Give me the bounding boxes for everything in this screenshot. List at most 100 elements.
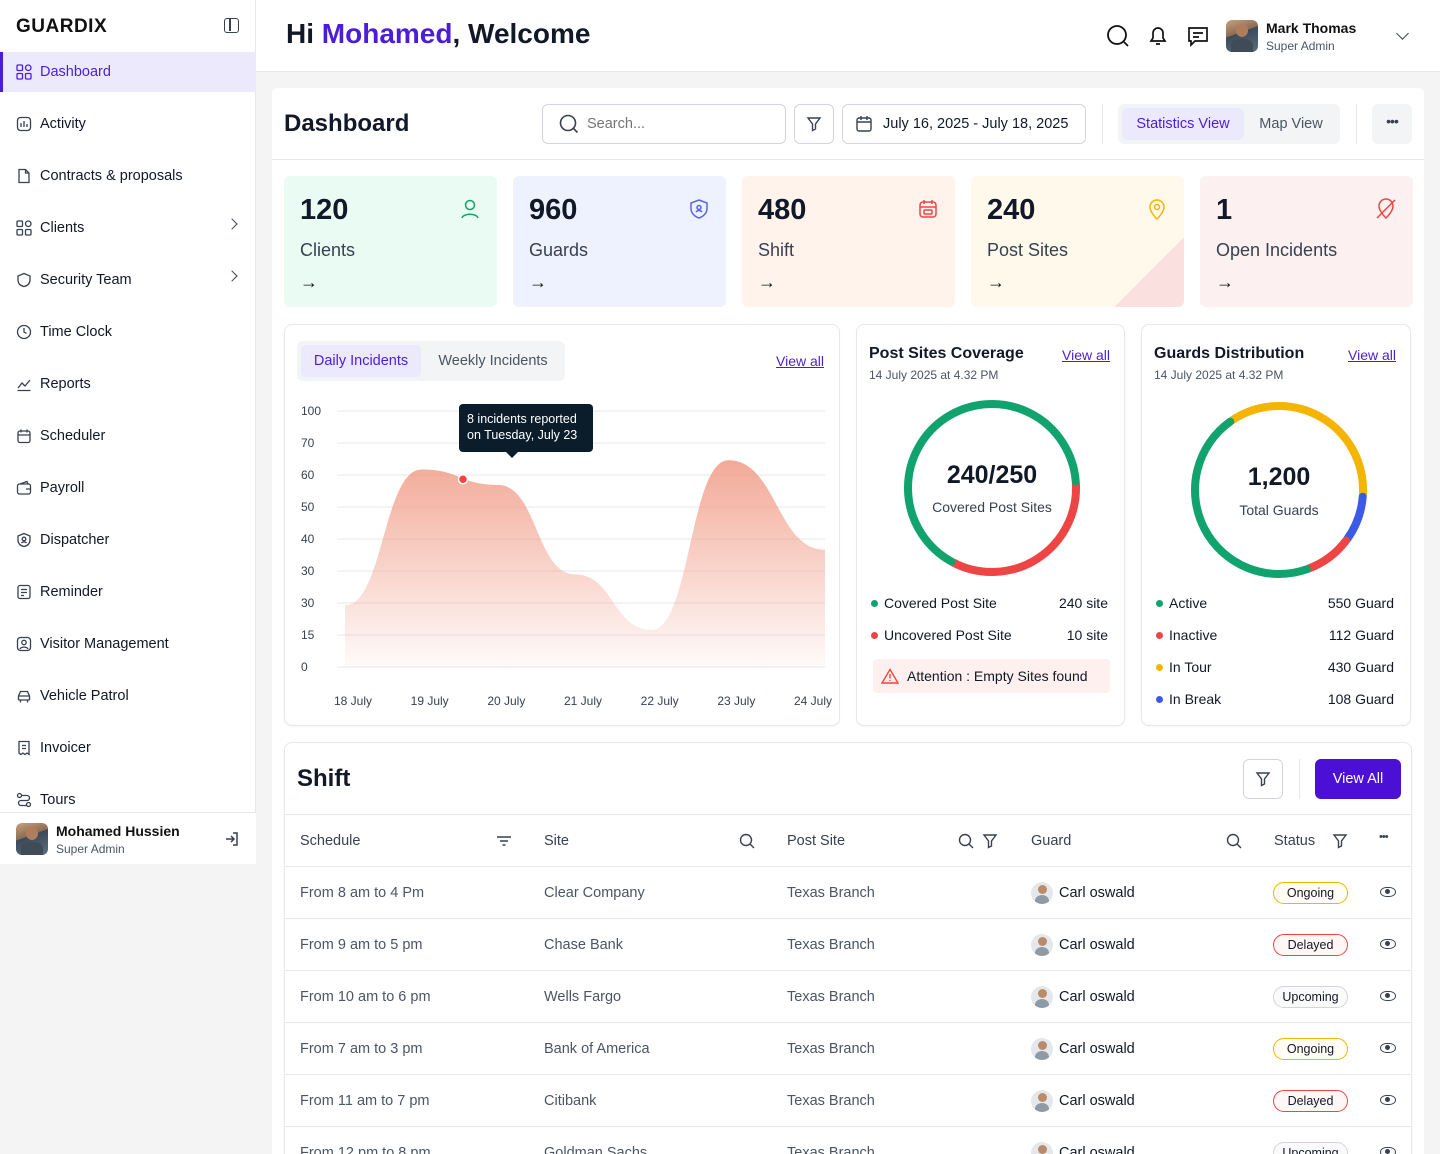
legend-dot xyxy=(1156,663,1163,671)
cell-schedule: From 8 am to 4 Pm xyxy=(300,885,425,901)
legend-label: Active xyxy=(1169,595,1208,611)
tab-map-view[interactable]: Map View xyxy=(1259,116,1323,132)
shift-view-all-button[interactable]: View All xyxy=(1315,759,1401,799)
sidebar-item-clients[interactable]: Clients xyxy=(0,208,256,248)
view-eye-icon[interactable] xyxy=(1380,991,1396,1001)
donut-segment xyxy=(904,400,1080,566)
filter-button[interactable] xyxy=(794,104,834,144)
coverage-panel: Post Sites Coverage 14 July 2025 at 4.32… xyxy=(856,324,1125,726)
search-icon[interactable] xyxy=(958,833,974,849)
user-name: Mohamed Hussien xyxy=(56,823,180,839)
more-options-icon[interactable]: ••• xyxy=(1379,831,1389,843)
sidebar-item-payroll[interactable]: Payroll xyxy=(0,468,256,508)
legend-value: 112 Guard xyxy=(1328,627,1394,643)
x-tick-label: 18 July xyxy=(334,694,372,708)
filter-icon xyxy=(806,117,822,132)
cell-post-site: Texas Branch xyxy=(787,1093,875,1109)
search-input[interactable] xyxy=(587,116,767,132)
sidebar-item-visitor-management[interactable]: Visitor Management xyxy=(0,624,256,664)
view-eye-icon[interactable] xyxy=(1380,887,1396,897)
table-row[interactable]: From 11 am to 7 pm Citibank Texas Branch Ca… xyxy=(285,1074,1411,1126)
tab-statistics-view[interactable]: Statistics View xyxy=(1122,108,1244,140)
legend-value: 240 site xyxy=(1058,595,1108,611)
status-badge: Ongoing xyxy=(1273,1038,1348,1060)
search-icon[interactable] xyxy=(1106,24,1130,48)
cell-post-site: Texas Branch xyxy=(787,937,875,953)
view-eye-icon[interactable] xyxy=(1380,1095,1396,1105)
y-tick-label: 0 xyxy=(301,660,308,674)
col-post-site: Post Site xyxy=(787,833,846,849)
tab-weekly-incidents[interactable]: Weekly Incidents xyxy=(438,353,548,369)
more-options-icon[interactable]: ••• xyxy=(1372,104,1412,144)
chat-icon[interactable] xyxy=(1186,24,1210,48)
distribution-center-value: 1,200 xyxy=(1247,463,1311,491)
legend-value: 550 Guard xyxy=(1327,595,1394,611)
sidebar-item-reports[interactable]: Reports xyxy=(0,364,256,404)
car-icon xyxy=(16,688,32,704)
sidebar-item-reminder[interactable]: Reminder xyxy=(0,572,256,612)
chevron-down-icon[interactable] xyxy=(1396,27,1409,40)
table-row[interactable]: From 8 am to 4 Pm Clear Company Texas Bran… xyxy=(285,866,1411,918)
table-row[interactable]: From 9 am to 5 pm Chase Bank Texas Branch C… xyxy=(285,918,1411,970)
distribution-view-all-link[interactable]: View all xyxy=(1348,347,1396,363)
status-badge: Upcoming xyxy=(1273,986,1348,1008)
sidebar-item-security-team[interactable]: Security Team xyxy=(0,260,256,300)
filter-icon[interactable] xyxy=(982,833,998,849)
guard-avatar xyxy=(1031,934,1053,956)
arrow-right-icon[interactable]: → xyxy=(300,272,318,292)
coverage-view-all-link[interactable]: View all xyxy=(1062,347,1110,363)
view-eye-icon[interactable] xyxy=(1380,1147,1396,1154)
main-content: Dashboard July 16, 2025 - July 18, 2025 … xyxy=(272,88,1424,1154)
sidebar-item-time-clock[interactable]: Time Clock xyxy=(0,312,256,352)
sidebar-item-contracts-proposals[interactable]: Contracts & proposals xyxy=(0,156,256,196)
arrow-right-icon[interactable]: → xyxy=(758,272,776,292)
search-icon[interactable] xyxy=(739,833,755,849)
cell-post-site: Texas Branch xyxy=(787,1041,875,1057)
status-badge: Delayed xyxy=(1273,1090,1348,1112)
divider xyxy=(1299,759,1300,799)
stat-card-post-sites[interactable]: 240 Post Sites → xyxy=(971,176,1184,307)
header-avatar[interactable] xyxy=(1226,20,1258,52)
legend-item: Inactive xyxy=(1156,627,1217,643)
date-range-picker[interactable]: July 16, 2025 - July 18, 2025 xyxy=(842,104,1086,144)
header-user-role: Super Admin xyxy=(1266,39,1335,53)
cell-site: Clear Company xyxy=(544,885,645,901)
incidents-view-all-link[interactable]: View all xyxy=(776,353,824,369)
tooltip-line2: on Tuesday, July 23 xyxy=(467,428,578,442)
sidebar-item-dashboard[interactable]: Dashboard xyxy=(0,52,256,92)
bell-icon[interactable] xyxy=(1148,24,1168,48)
chart-tooltip: 8 incidents reported on Tuesday, July 23 xyxy=(459,404,593,458)
arrow-right-icon[interactable]: → xyxy=(529,272,547,292)
search-icon[interactable] xyxy=(1226,833,1242,849)
tab-daily-incidents[interactable]: Daily Incidents xyxy=(301,345,421,377)
sort-icon[interactable] xyxy=(496,835,512,847)
sidebar-item-activity[interactable]: Activity xyxy=(0,104,256,144)
sidebar-toggle-icon[interactable] xyxy=(224,18,239,33)
table-row[interactable]: From 12 pm to 8 pm Goldman Sachs Texas Bra… xyxy=(285,1126,1411,1154)
search-box[interactable] xyxy=(542,104,786,144)
view-eye-icon[interactable] xyxy=(1380,1043,1396,1053)
view-eye-icon[interactable] xyxy=(1380,939,1396,949)
sidebar-item-dispatcher[interactable]: Dispatcher xyxy=(0,520,256,560)
cell-schedule: From 11 am to 7 pm xyxy=(300,1093,430,1109)
table-row[interactable]: From 10 am to 6 pm Wells Fargo Texas Branc… xyxy=(285,970,1411,1022)
stat-card-guards[interactable]: 960 Guards → xyxy=(513,176,726,307)
sidebar-item-invoicer[interactable]: Invoicer xyxy=(0,728,256,768)
filter-icon[interactable] xyxy=(1332,833,1348,849)
logout-icon[interactable] xyxy=(224,831,240,847)
sidebar-item-vehicle-patrol[interactable]: Vehicle Patrol xyxy=(0,676,256,716)
shift-filter-button[interactable] xyxy=(1243,759,1283,799)
sidebar-item-label: Vehicle Patrol xyxy=(40,688,129,704)
arrow-right-icon[interactable]: → xyxy=(987,272,1005,292)
brand-logo: GUARDIX xyxy=(16,16,108,37)
stat-card-shift[interactable]: 480 Shift → xyxy=(742,176,955,307)
table-row[interactable]: From 7 am to 3 pm Bank of America Texas Br… xyxy=(285,1022,1411,1074)
sidebar-item-tours[interactable]: Tours xyxy=(0,780,256,820)
arrow-right-icon[interactable]: → xyxy=(1216,272,1234,292)
sidebar-item-scheduler[interactable]: Scheduler xyxy=(0,416,256,456)
stat-card-open-incidents[interactable]: 1 Open Incidents → xyxy=(1200,176,1413,307)
page-title: Dashboard xyxy=(284,110,410,137)
sidebar-user[interactable]: Mohamed Hussien Super Admin xyxy=(0,812,256,864)
x-tick-label: 21 July xyxy=(564,694,602,708)
stat-card-clients[interactable]: 120 Clients → xyxy=(284,176,497,307)
